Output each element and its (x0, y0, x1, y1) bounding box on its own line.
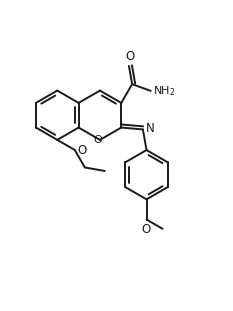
Text: O: O (125, 50, 134, 63)
Text: N: N (146, 123, 155, 136)
Text: O: O (141, 223, 151, 236)
Text: NH$_2$: NH$_2$ (153, 84, 176, 98)
Text: O: O (77, 144, 86, 157)
Text: O: O (94, 135, 103, 145)
